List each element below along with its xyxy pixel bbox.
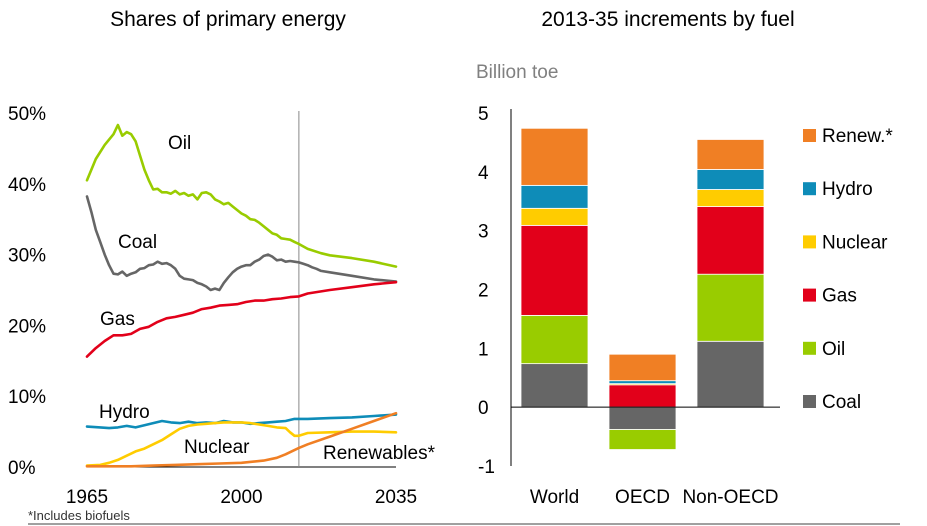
- y-tick-label: 10%: [8, 387, 46, 408]
- legend-swatch-oil: [803, 341, 816, 355]
- series-label-coal: Coal: [118, 232, 157, 253]
- x-tick-label: 1965: [66, 487, 108, 508]
- bar-segment-world-hydro: [520, 184, 589, 209]
- legend-swatch-hydro: [803, 182, 816, 196]
- bar-segment-world-renew: [520, 127, 589, 186]
- bar-segment-world-gas: [520, 224, 589, 316]
- legend-label-nuclear: Nuclear: [822, 232, 888, 253]
- line-chart-x-axis: 1965 2000 2035: [66, 487, 417, 508]
- bar-segment-oecd-coal: [608, 406, 677, 430]
- legend-swatch-renew: [803, 129, 816, 142]
- y-tick-label: 0: [478, 398, 489, 419]
- bar-chart-categories: World OECD Non-OECD: [530, 487, 779, 508]
- x-tick-label: 2035: [375, 487, 417, 508]
- series-line-renewables: [85, 411, 398, 468]
- legend-label-hydro: Hydro: [822, 179, 873, 200]
- bar-chart-unit-label: Billion toe: [476, 62, 558, 83]
- line-chart-series: [85, 123, 398, 468]
- legend-swatch-gas: [803, 288, 816, 302]
- bar-segment-world-nuclear: [520, 207, 589, 226]
- bar-segment-oecd-renew: [608, 353, 677, 382]
- footnote: *Includes biofuels: [28, 508, 130, 523]
- series-line-coal: [85, 195, 398, 292]
- legend-label-coal: Coal: [822, 392, 861, 413]
- y-tick-label: 20%: [8, 316, 46, 337]
- bar-segment-non-oecd-gas: [696, 206, 765, 275]
- bar-segment-non-oecd-coal: [696, 340, 765, 408]
- y-tick-label: 5: [478, 104, 489, 125]
- legend-label-oil: Oil: [822, 339, 845, 360]
- series-label-oil: Oil: [168, 133, 191, 154]
- y-tick-label: 0%: [8, 458, 36, 479]
- y-tick-label: 4: [478, 163, 489, 184]
- series-line-oil: [85, 123, 398, 268]
- bar-chart-bars: [520, 127, 765, 450]
- series-label-nuclear: Nuclear: [184, 437, 250, 458]
- bar-segment-oecd-oil: [608, 429, 677, 450]
- line-chart-y-axis: 0% 10% 20% 30% 40% 50%: [8, 104, 46, 479]
- y-tick-label: 50%: [8, 104, 46, 125]
- bar-segment-world-coal: [520, 363, 589, 408]
- y-tick-label: -1: [478, 457, 495, 478]
- y-tick-label: 1: [478, 339, 489, 360]
- bar-segment-non-oecd-oil: [696, 273, 765, 342]
- series-line-gas: [85, 280, 398, 358]
- category-label-world: World: [530, 487, 579, 508]
- category-label-oecd: OECD: [615, 487, 670, 508]
- bar-segment-non-oecd-hydro: [696, 169, 765, 190]
- bar-chart-legend: Renew.* Hydro Nuclear Gas Oil Coal: [803, 126, 893, 413]
- bar-segment-oecd-gas: [608, 384, 677, 408]
- y-tick-label: 2: [478, 281, 489, 302]
- series-line-nuclear: [85, 421, 398, 467]
- bar-segment-non-oecd-nuclear: [696, 189, 765, 207]
- series-label-renewables: Renewables*: [323, 443, 436, 464]
- line-chart-title: Shares of primary energy: [110, 8, 346, 31]
- bar-chart-title: 2013-35 increments by fuel: [541, 8, 794, 31]
- y-tick-label: 30%: [8, 246, 46, 267]
- bar-segment-oecd-hydro: [608, 380, 677, 385]
- y-tick-label: 40%: [8, 175, 46, 196]
- bar-segment-non-oecd-renew: [696, 139, 765, 170]
- legend-swatch-nuclear: [803, 235, 816, 249]
- legend-swatch-coal: [803, 395, 816, 408]
- legend-label-renew: Renew.*: [822, 126, 893, 147]
- series-label-gas: Gas: [100, 309, 135, 330]
- category-label-non-oecd: Non-OECD: [682, 487, 778, 508]
- series-label-hydro: Hydro: [99, 402, 150, 423]
- x-tick-label: 2000: [220, 487, 262, 508]
- y-tick-label: 3: [478, 222, 489, 243]
- bar-chart-y-axis: 5 4 3 2 1 0 -1: [478, 104, 495, 478]
- legend-label-gas: Gas: [822, 286, 857, 307]
- bar-segment-world-oil: [520, 314, 589, 365]
